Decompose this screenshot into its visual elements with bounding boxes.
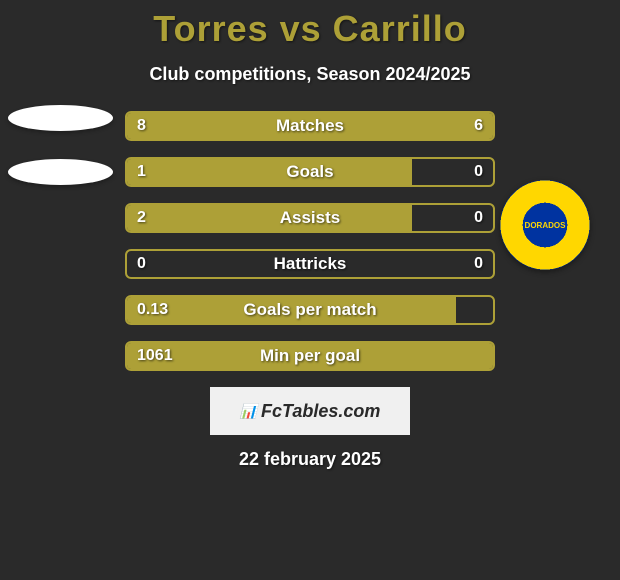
stats-bars: 86Matches 10Goals 20Assists 00Hattricks 0.13… <box>125 105 495 371</box>
player-badge-placeholder-1 <box>8 105 113 131</box>
season-subtitle: Club competitions, Season 2024/2025 <box>0 64 620 85</box>
team-logo-dorados: DORADOS <box>500 180 590 270</box>
stat-bar-row: 1061Min per goal <box>125 341 495 371</box>
stat-label: Min per goal <box>127 343 493 369</box>
snapshot-date: 22 february 2025 <box>0 449 620 470</box>
stat-label: Matches <box>127 113 493 139</box>
stat-label: Assists <box>127 205 493 231</box>
left-player-badges <box>8 105 113 213</box>
stat-bar-row: 86Matches <box>125 111 495 141</box>
stat-label: Hattricks <box>127 251 493 277</box>
stat-bar-row: 20Assists <box>125 203 495 233</box>
stat-label: Goals <box>127 159 493 185</box>
branding-text: FcTables.com <box>261 401 380 422</box>
stat-bar-row: 10Goals <box>125 157 495 187</box>
stat-bar-row: 0.13Goals per match <box>125 295 495 325</box>
player-badge-placeholder-2 <box>8 159 113 185</box>
team-logo-label: DORADOS <box>525 221 566 230</box>
stat-label: Goals per match <box>127 297 493 323</box>
chart-icon: 📊 <box>240 403 257 420</box>
main-container: DORADOS 86Matches 10Goals 20Assists 00Hattr… <box>0 85 620 470</box>
branding-badge: 📊 FcTables.com <box>210 387 410 435</box>
stat-bar-row: 00Hattricks <box>125 249 495 279</box>
comparison-title: Torres vs Carrillo <box>0 0 620 50</box>
